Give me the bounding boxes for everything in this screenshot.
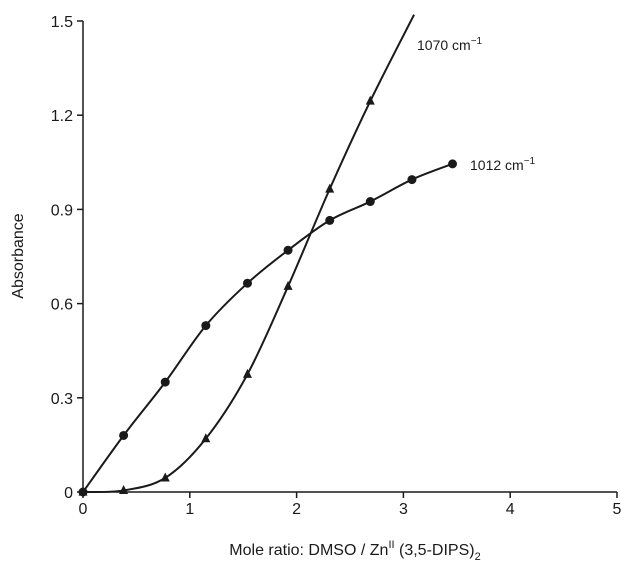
x-ticks: 0 1 2 3 4 5 <box>79 492 621 518</box>
y-tick-label: 1.5 <box>51 14 73 31</box>
triangle-marker <box>365 95 375 105</box>
series-markers <box>78 95 458 497</box>
triangle-marker <box>160 472 170 482</box>
series-curves <box>82 14 453 494</box>
x-tick-label: 0 <box>79 501 88 518</box>
circle-marker <box>325 215 335 225</box>
series-label-1070: 1070 cm−1 <box>417 36 483 53</box>
y-tick-label: 0 <box>64 485 73 502</box>
x-tick-label: 4 <box>506 501 515 518</box>
circle-marker <box>448 159 458 169</box>
axes <box>82 21 617 493</box>
x-tick-label: 1 <box>185 501 194 518</box>
circle-marker <box>242 278 252 288</box>
y-tick-label: 1.2 <box>51 108 73 125</box>
circle-marker <box>160 377 170 387</box>
triangle-marker <box>119 485 129 495</box>
triangle-marker <box>325 183 335 193</box>
circle-marker <box>119 430 129 440</box>
y-tick-label: 0.3 <box>51 391 73 408</box>
triangle-marker <box>283 280 293 290</box>
circle-marker <box>201 321 211 331</box>
x-axis-title: Mole ratio: DMSO / ZnII (3,5-DIPS)2 <box>229 539 480 563</box>
circle-marker <box>365 197 375 207</box>
series-label-1012: 1012 cm−1 <box>470 156 536 173</box>
series-line-1 <box>82 14 415 494</box>
circle-marker <box>407 175 417 185</box>
x-tick-label: 3 <box>399 501 408 518</box>
circle-marker <box>283 245 293 255</box>
triangle-marker <box>242 368 252 378</box>
triangle-marker <box>201 433 211 443</box>
y-tick-label: 0.9 <box>51 202 73 219</box>
x-tick-label: 5 <box>613 501 621 518</box>
y-axis-title: Absorbance <box>10 213 27 298</box>
y-ticks: 0 0.3 0.6 0.9 1.2 1.5 <box>51 14 83 502</box>
series-line-0 <box>82 162 453 493</box>
x-tick-label: 2 <box>292 501 301 518</box>
triangle-marker <box>78 486 88 496</box>
y-tick-label: 0.6 <box>51 297 73 314</box>
